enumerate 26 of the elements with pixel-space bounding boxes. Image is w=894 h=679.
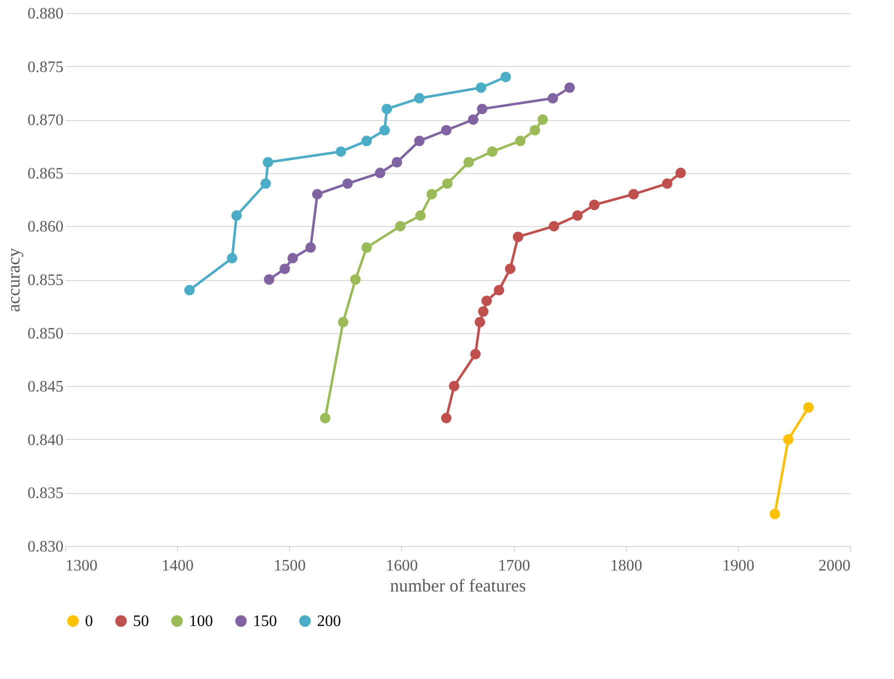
legend-label: 100 [189,613,213,630]
y-tick-label: 0.875 [28,58,64,76]
y-tick-label: 0.845 [28,378,64,396]
y-tick-label: 0.855 [28,272,64,289]
x-tick-label: 1400 [162,558,194,574]
x-tick-label: 1600 [386,558,418,574]
y-axis-title: accuracy [4,248,24,312]
x-tick-label: 1300 [66,558,98,574]
x-tick-label: 1700 [498,558,530,574]
legend-label: 200 [317,613,341,630]
y-tick-label: 0.835 [28,485,64,502]
legend-label: 0 [85,613,93,630]
y-tick-label: 0.870 [28,112,64,130]
x-axis-title: number of features [390,576,526,596]
y-tick-label: 0.865 [28,165,64,182]
legend-label: 50 [133,613,149,630]
x-tick-label: 1800 [610,558,642,574]
x-tick-label: 1900 [722,558,754,574]
y-tick-label: 0.880 [28,6,64,22]
x-tick-label: 1500 [274,558,306,574]
legend-label: 150 [253,613,277,630]
y-tick-label: 0.830 [28,538,64,556]
y-tick-label: 0.840 [28,432,64,449]
y-tick-label: 0.850 [28,325,64,342]
x-tick-label: 2000 [818,558,850,574]
y-tick-label: 0.860 [28,218,64,236]
